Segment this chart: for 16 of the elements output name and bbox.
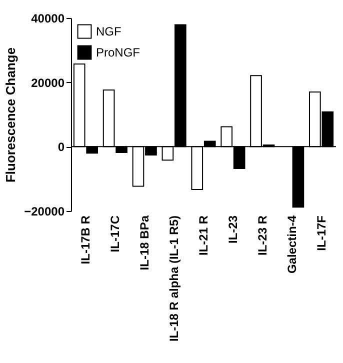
x-tick-label: Galectin-4 <box>284 215 299 274</box>
x-tick-label: IL-18 R alpha (IL-1 R5) <box>167 216 182 342</box>
y-tick-label: 20000 <box>31 76 65 90</box>
x-tick-label: IL-17C <box>108 215 122 252</box>
y-tick-label: 40000 <box>31 12 65 26</box>
legend-label: ProNGF <box>96 46 140 60</box>
y-tick-label: −20000 <box>24 204 65 218</box>
x-tick-label: IL-23 <box>226 215 240 244</box>
x-tick-label: IL-18 BPa <box>138 215 152 270</box>
y-tick-label: 0 <box>58 140 65 154</box>
y-axis-title: Fluorescence Change <box>3 47 18 183</box>
x-tick-label: IL-17F <box>314 216 328 251</box>
x-tick-label: IL-17B R <box>78 215 93 264</box>
legend-label: NGF <box>96 24 122 38</box>
x-tick-label: IL-23 R <box>255 215 270 256</box>
x-tick-label: IL-21 R <box>196 215 210 256</box>
